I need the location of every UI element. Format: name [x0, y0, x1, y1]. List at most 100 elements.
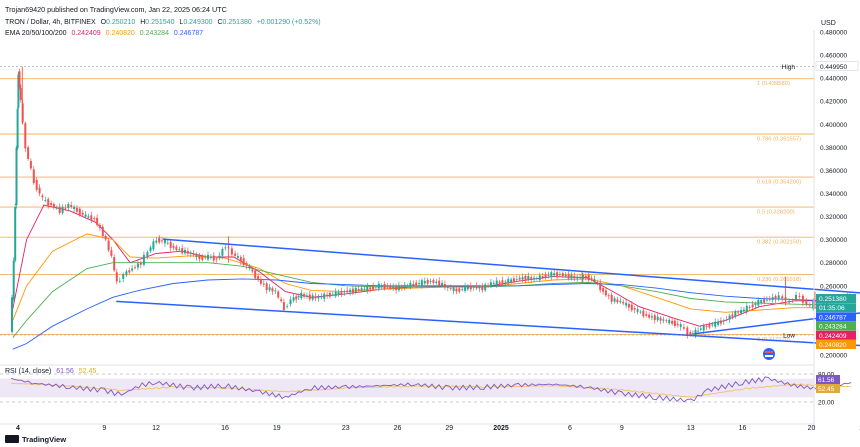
candle-body	[765, 299, 768, 301]
candle-body	[742, 309, 745, 312]
ohlc-line: TRON / Dollar, 4h, BITFINEX O0.250210 H0…	[5, 19, 321, 26]
candle-body	[400, 286, 403, 288]
low-value: 0.249300	[183, 19, 212, 26]
candle-body	[14, 207, 17, 261]
candle-body	[535, 278, 538, 279]
candle-body	[596, 282, 599, 284]
candle-body	[607, 295, 610, 297]
candle-body	[163, 239, 166, 244]
candle-body	[458, 288, 461, 292]
candle-body	[538, 275, 541, 281]
candle-body	[75, 207, 78, 212]
candle-body	[323, 293, 326, 299]
candle-body	[682, 327, 685, 329]
candle-body	[248, 266, 251, 268]
candle-body	[50, 203, 53, 205]
candle-body	[689, 332, 692, 335]
price-layer	[11, 66, 851, 339]
x-tick-label: 13	[687, 425, 695, 432]
candle-body	[245, 263, 248, 266]
candle-body	[760, 300, 763, 303]
candle-body	[426, 279, 429, 284]
candle-body	[602, 288, 605, 292]
ema-line-ema50	[12, 233, 852, 321]
candle-body	[558, 274, 561, 276]
candle-body	[679, 324, 682, 328]
candle-body	[576, 276, 579, 279]
candle-body	[67, 204, 70, 208]
candle-body	[277, 291, 280, 298]
candle-body	[149, 247, 152, 252]
candle-body	[616, 299, 619, 303]
candle-body	[254, 270, 257, 279]
ema-line-ema100	[12, 262, 852, 338]
candle-body	[668, 319, 671, 324]
candle-body	[96, 217, 99, 225]
candle-body	[518, 277, 521, 280]
candle-body	[271, 288, 274, 292]
candle-body	[705, 326, 708, 328]
candle-body	[556, 272, 559, 277]
candle-body	[665, 320, 668, 322]
x-tick-label: 29	[445, 425, 453, 432]
publisher-line: Trojan69420 published on TradingView.com…	[5, 5, 227, 14]
candle-body	[441, 282, 444, 286]
candle-body	[207, 254, 209, 260]
ema-line-ema200	[12, 278, 852, 350]
candle-body	[343, 291, 346, 293]
y-tick-label: 0.300000	[820, 237, 847, 244]
fib-label-0.382: 0.382 (0.302150)	[757, 240, 801, 246]
candle-body	[131, 268, 134, 271]
ema-line: EMA 20/50/100/200 0.242409 0.240820 0.24…	[5, 30, 203, 37]
candle-body	[380, 285, 383, 287]
candle-body	[282, 302, 285, 310]
candle-body	[386, 286, 389, 288]
candle-body	[622, 301, 625, 304]
candle-body	[501, 280, 504, 285]
candle-body	[265, 283, 268, 291]
candle-body	[567, 273, 570, 279]
candle-body	[169, 241, 172, 248]
candle-body	[257, 276, 260, 280]
candle-body	[251, 269, 254, 272]
candle-body	[648, 314, 651, 318]
candle-body	[487, 285, 490, 287]
candle-body	[395, 285, 398, 291]
candle-body	[432, 280, 435, 283]
fib-layer: 1 (0.439580) 0.786 (0.391557) 0.618 (0.354…	[0, 78, 814, 343]
candle-body	[192, 253, 195, 255]
candle-body	[781, 296, 784, 299]
candle-body	[699, 328, 702, 330]
trendline-lower	[116, 300, 860, 347]
candle-body	[627, 304, 630, 308]
candle-body	[717, 321, 720, 325]
candle-body	[671, 320, 674, 324]
price-label-text: 0.242409	[819, 333, 847, 340]
ema100-value: 0.243284	[140, 30, 169, 37]
y-tick-label: 0.340000	[820, 191, 847, 198]
candle-body	[587, 274, 590, 281]
candle-body	[544, 274, 547, 278]
candle-body	[236, 256, 239, 258]
candle-body	[357, 289, 360, 291]
candle-body	[630, 304, 633, 311]
candle-body	[636, 309, 639, 312]
candle-body	[337, 292, 340, 295]
price-label-text: 0.240820	[819, 342, 847, 349]
y-tick-label: 0.400000	[820, 122, 847, 129]
candle-body	[204, 257, 207, 259]
x-tick-label: 9	[620, 425, 624, 432]
candle-body	[650, 316, 653, 318]
marker-value-box-high	[815, 61, 859, 72]
candle-body	[547, 275, 550, 276]
candle-body	[297, 296, 300, 298]
candle-body	[512, 278, 515, 282]
candle-body	[32, 169, 35, 183]
candle-body	[221, 249, 224, 256]
candle-body	[152, 241, 155, 250]
candle-body	[714, 321, 717, 327]
candle-body	[774, 296, 777, 300]
candle-body	[515, 278, 518, 280]
candle-body	[11, 297, 13, 332]
